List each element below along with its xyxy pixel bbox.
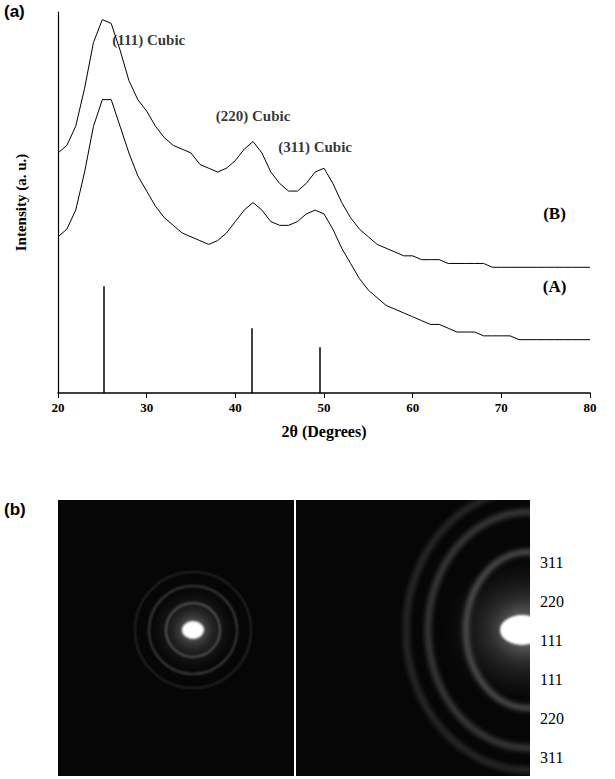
svg-text:70: 70	[495, 400, 508, 415]
svg-text:(A): (A)	[543, 277, 567, 296]
svg-text:30: 30	[140, 400, 153, 415]
svg-text:60: 60	[406, 400, 419, 415]
svg-text:(B): (B)	[543, 204, 566, 223]
svg-text:111: 111	[540, 632, 563, 649]
svg-text:220: 220	[540, 593, 564, 610]
svg-text:80: 80	[584, 400, 597, 415]
svg-text:220: 220	[540, 710, 564, 727]
svg-text:(311) Cubic: (311) Cubic	[278, 139, 352, 156]
html-text:(b): (b)	[4, 500, 26, 519]
svg-text:Intensity (a. u.): Intensity (a. u.)	[13, 154, 30, 252]
svg-text:311: 311	[540, 554, 563, 571]
svg-text:20: 20	[52, 400, 65, 415]
svg-text:50: 50	[318, 400, 331, 415]
svg-text:2θ (Degrees): 2θ (Degrees)	[282, 423, 367, 441]
svg-text:311: 311	[540, 749, 563, 766]
svg-text:(111) Cubic: (111) Cubic	[112, 32, 185, 49]
svg-text:(220) Cubic: (220) Cubic	[216, 108, 291, 125]
svg-text:111: 111	[540, 671, 563, 688]
svg-text:40: 40	[229, 400, 242, 415]
html-text:(a): (a)	[4, 2, 25, 21]
